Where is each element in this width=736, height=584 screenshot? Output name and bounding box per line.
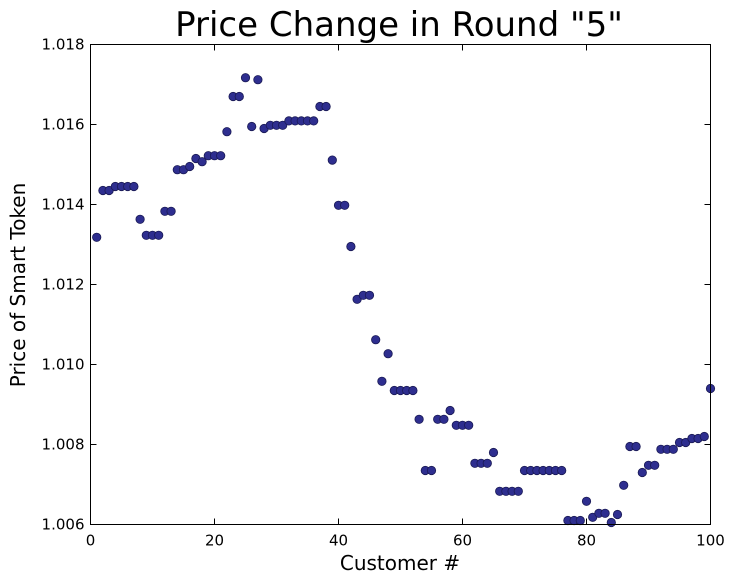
data-point <box>129 181 139 192</box>
data-point <box>327 155 337 165</box>
data-point <box>606 517 616 528</box>
data-point <box>439 414 449 424</box>
data-point <box>197 157 207 167</box>
y-tick-label: 1.014 <box>42 196 85 214</box>
data-point <box>464 420 474 430</box>
x-tick-label: 20 <box>205 532 224 550</box>
y-tick-label: 1.012 <box>42 276 85 294</box>
data-point <box>408 385 418 396</box>
data-point <box>247 121 257 132</box>
data-point <box>321 101 331 112</box>
data-point <box>557 465 567 476</box>
data-point <box>650 460 660 470</box>
data-point <box>92 232 102 242</box>
data-point <box>216 151 226 161</box>
plot-frame <box>90 44 711 525</box>
data-point <box>637 467 647 478</box>
data-points <box>92 73 716 528</box>
data-point <box>166 206 176 216</box>
data-point <box>414 414 424 424</box>
data-point <box>383 349 393 359</box>
y-axis-label: Price of Smart Token <box>6 183 30 388</box>
data-point <box>600 508 610 518</box>
data-point <box>340 200 350 210</box>
x-tick-label: 0 <box>86 532 96 550</box>
y-tick-label: 1.018 <box>42 36 85 54</box>
x-tick-label: 60 <box>453 532 472 550</box>
data-point <box>426 465 437 476</box>
x-axis-label: Customer # <box>340 551 460 575</box>
data-point <box>488 447 499 458</box>
data-point <box>371 335 381 345</box>
data-point <box>581 496 592 506</box>
data-point <box>222 127 232 137</box>
data-point <box>240 73 251 83</box>
x-tick-label: 80 <box>577 532 596 550</box>
axis-ticks: 0 20 40 60 80 100 1.006 1.008 1.010 1.012 1.014 1.0… <box>42 36 725 550</box>
x-tick-label: 100 <box>696 532 725 550</box>
data-point <box>699 431 709 442</box>
y-tick-label: 1.010 <box>42 356 85 374</box>
data-point <box>482 458 492 468</box>
y-tick-label: 1.006 <box>42 516 85 534</box>
data-point <box>612 509 623 520</box>
data-point <box>513 486 523 496</box>
chart-title: Price Change in Round "5" <box>175 5 623 45</box>
data-point <box>445 405 455 416</box>
data-point <box>253 75 263 85</box>
y-tick-label: 1.016 <box>42 116 85 134</box>
data-point <box>377 376 387 386</box>
data-point <box>185 161 195 172</box>
data-point <box>619 480 629 490</box>
data-point <box>364 290 375 300</box>
y-tick-label: 1.008 <box>42 436 85 454</box>
data-point <box>346 241 356 252</box>
data-point <box>575 515 585 526</box>
data-point <box>278 120 288 130</box>
data-point <box>309 116 319 126</box>
data-point <box>631 441 641 452</box>
data-point <box>668 444 678 454</box>
data-point <box>154 230 164 240</box>
x-tick-label: 40 <box>329 532 348 550</box>
data-point <box>234 91 244 102</box>
data-point <box>135 214 145 224</box>
